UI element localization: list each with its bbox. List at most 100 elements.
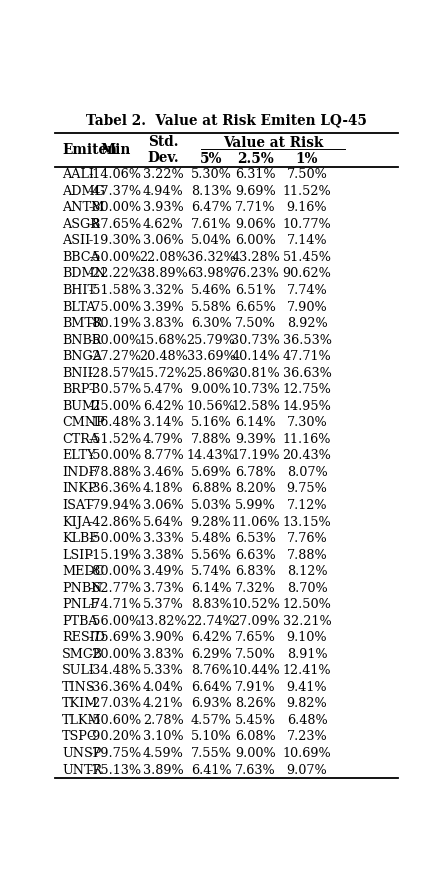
Text: 13.82%: 13.82% — [139, 615, 187, 628]
Text: 13.15%: 13.15% — [282, 515, 332, 528]
Text: 47.71%: 47.71% — [282, 350, 332, 364]
Text: -79.94%: -79.94% — [89, 499, 142, 512]
Text: 8.20%: 8.20% — [235, 483, 276, 496]
Text: 4.79%: 4.79% — [143, 433, 183, 446]
Text: -42.86%: -42.86% — [89, 515, 142, 528]
Text: 20.43%: 20.43% — [282, 449, 332, 463]
Text: 1%: 1% — [296, 152, 318, 166]
Text: 3.73%: 3.73% — [143, 582, 183, 595]
Text: BNBR: BNBR — [62, 334, 102, 347]
Text: INDF: INDF — [62, 466, 98, 479]
Text: -50.00%: -50.00% — [88, 532, 142, 545]
Text: 7.50%: 7.50% — [286, 168, 328, 181]
Text: 6.42%: 6.42% — [191, 632, 232, 644]
Text: 8.76%: 8.76% — [191, 664, 232, 677]
Text: 5.58%: 5.58% — [191, 300, 232, 314]
Text: 10.69%: 10.69% — [282, 747, 332, 760]
Text: 5.16%: 5.16% — [191, 416, 232, 429]
Text: -50.60%: -50.60% — [88, 714, 142, 727]
Text: 6.00%: 6.00% — [235, 235, 276, 247]
Text: BDMN: BDMN — [62, 267, 106, 280]
Text: 7.12%: 7.12% — [287, 499, 328, 512]
Text: CMNP: CMNP — [62, 416, 105, 429]
Text: 3.06%: 3.06% — [143, 235, 183, 247]
Text: 15.72%: 15.72% — [139, 367, 187, 379]
Text: 3.83%: 3.83% — [143, 647, 183, 661]
Text: 9.06%: 9.06% — [235, 218, 276, 231]
Text: KIJA: KIJA — [62, 515, 91, 528]
Text: 3.33%: 3.33% — [143, 532, 183, 545]
Text: 5.37%: 5.37% — [143, 598, 183, 611]
Text: 6.64%: 6.64% — [191, 681, 232, 694]
Text: 10.44%: 10.44% — [231, 664, 280, 677]
Text: ASGR: ASGR — [62, 218, 100, 231]
Text: 30.73%: 30.73% — [231, 334, 280, 347]
Text: 90.62%: 90.62% — [282, 267, 332, 280]
Text: AALI: AALI — [62, 168, 94, 181]
Text: 5.47%: 5.47% — [143, 383, 183, 396]
Text: 8.07%: 8.07% — [287, 466, 328, 479]
Text: 5.74%: 5.74% — [191, 565, 232, 578]
Text: SMCB: SMCB — [62, 647, 103, 661]
Text: -19.30%: -19.30% — [89, 235, 142, 247]
Text: 36.53%: 36.53% — [282, 334, 332, 347]
Text: 11.52%: 11.52% — [282, 185, 332, 198]
Text: 9.00%: 9.00% — [235, 747, 276, 760]
Text: 15.68%: 15.68% — [139, 334, 187, 347]
Text: 3.93%: 3.93% — [143, 201, 183, 215]
Text: 3.49%: 3.49% — [143, 565, 183, 578]
Text: 3.14%: 3.14% — [143, 416, 183, 429]
Text: 7.88%: 7.88% — [287, 548, 328, 562]
Text: 6.51%: 6.51% — [235, 284, 276, 297]
Text: ANTM: ANTM — [62, 201, 104, 215]
Text: 2.5%: 2.5% — [237, 152, 274, 166]
Text: 9.16%: 9.16% — [287, 201, 328, 215]
Text: 11.06%: 11.06% — [231, 515, 280, 528]
Text: 5.45%: 5.45% — [235, 714, 276, 727]
Text: 3.83%: 3.83% — [143, 317, 183, 330]
Text: 32.21%: 32.21% — [282, 615, 332, 628]
Text: LSIP: LSIP — [62, 548, 93, 562]
Text: -80.19%: -80.19% — [89, 317, 142, 330]
Text: -36.36%: -36.36% — [89, 483, 142, 496]
Text: -90.20%: -90.20% — [89, 731, 142, 744]
Text: 6.29%: 6.29% — [191, 647, 232, 661]
Text: 3.90%: 3.90% — [143, 632, 183, 644]
Text: BHIT: BHIT — [62, 284, 96, 297]
Text: PNBN: PNBN — [62, 582, 103, 595]
Text: -75.13%: -75.13% — [89, 764, 142, 776]
Text: 33.69%: 33.69% — [187, 350, 236, 364]
Text: MEDC: MEDC — [62, 565, 104, 578]
Text: 7.32%: 7.32% — [235, 582, 276, 595]
Text: -28.57%: -28.57% — [88, 367, 142, 379]
Text: -75.69%: -75.69% — [88, 632, 142, 644]
Text: -34.48%: -34.48% — [89, 664, 142, 677]
Text: 10.56%: 10.56% — [187, 399, 236, 413]
Text: TKIM: TKIM — [62, 697, 99, 710]
Text: 17.19%: 17.19% — [231, 449, 280, 463]
Text: -75.00%: -75.00% — [88, 300, 142, 314]
Text: 4.18%: 4.18% — [143, 483, 183, 496]
Text: 7.63%: 7.63% — [235, 764, 276, 776]
Text: ADMG: ADMG — [62, 185, 105, 198]
Text: 7.90%: 7.90% — [287, 300, 328, 314]
Text: -15.19%: -15.19% — [89, 548, 142, 562]
Text: Emiten: Emiten — [62, 143, 117, 157]
Text: 3.32%: 3.32% — [143, 284, 183, 297]
Text: 7.55%: 7.55% — [191, 747, 232, 760]
Text: 9.82%: 9.82% — [287, 697, 328, 710]
Text: 9.75%: 9.75% — [286, 483, 328, 496]
Text: 5.69%: 5.69% — [191, 466, 232, 479]
Text: BRPT: BRPT — [62, 383, 98, 396]
Text: 7.23%: 7.23% — [287, 731, 328, 744]
Text: 5.03%: 5.03% — [191, 499, 232, 512]
Text: 6.31%: 6.31% — [235, 168, 276, 181]
Text: 8.70%: 8.70% — [287, 582, 328, 595]
Text: 6.93%: 6.93% — [191, 697, 232, 710]
Text: -20.00%: -20.00% — [89, 647, 142, 661]
Text: 6.88%: 6.88% — [191, 483, 232, 496]
Text: 9.39%: 9.39% — [235, 433, 276, 446]
Text: -30.57%: -30.57% — [88, 383, 142, 396]
Text: 6.14%: 6.14% — [235, 416, 276, 429]
Text: 3.06%: 3.06% — [143, 499, 183, 512]
